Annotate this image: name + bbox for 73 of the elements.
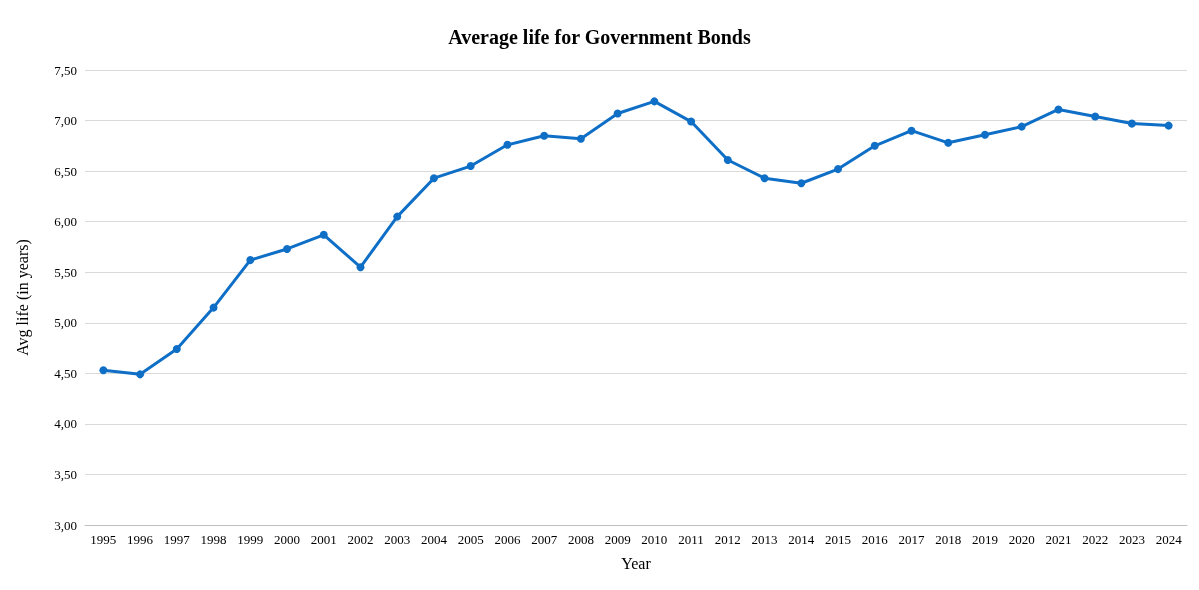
point <box>429 174 438 183</box>
x-tick-label: 2019 <box>971 532 998 547</box>
x-tick-label: 1997 <box>163 532 191 547</box>
x-tick-label: 2018 <box>935 532 962 547</box>
x-tick-label: 2017 <box>898 532 925 547</box>
x-tick-label: 1995 <box>90 532 117 547</box>
x-tick-label: 2005 <box>457 532 484 547</box>
point <box>1091 112 1100 121</box>
point <box>1164 121 1173 130</box>
x-tick-label: 2012 <box>714 532 741 547</box>
y-tick-label: 6,00 <box>54 214 77 230</box>
x-tick-label: 1998 <box>200 532 227 547</box>
point <box>356 263 365 272</box>
point <box>172 345 181 354</box>
x-tick-label: 2004 <box>420 532 448 547</box>
chart-title: Average life for Government Bonds <box>448 26 751 49</box>
x-tick-label: 2013 <box>751 532 778 547</box>
point <box>907 126 916 135</box>
x-tick-label: 2022 <box>1082 532 1109 547</box>
y-tick-label: 3,00 <box>54 517 77 533</box>
x-tick-label: 2011 <box>678 532 704 547</box>
y-tick-label: 4,50 <box>54 365 77 381</box>
point <box>944 138 953 147</box>
point <box>319 230 328 239</box>
point <box>650 97 659 106</box>
x-tick-label: 2000 <box>274 532 301 547</box>
point <box>1127 119 1136 128</box>
point <box>760 174 769 183</box>
point <box>576 134 585 143</box>
point <box>136 370 145 379</box>
point <box>393 212 402 221</box>
y-tick-label: 5,50 <box>54 264 77 280</box>
point <box>797 179 806 188</box>
y-axis-title: Avg life (in years) <box>13 239 32 356</box>
x-tick-label: 2016 <box>861 532 889 547</box>
y-tick-label: 7,50 <box>54 62 77 78</box>
x-tick-label: 1999 <box>237 532 264 547</box>
point <box>503 140 512 149</box>
x-tick-label: 2015 <box>825 532 852 547</box>
y-tick-label: 7,00 <box>54 113 77 129</box>
x-tick-label: 2014 <box>788 532 815 547</box>
x-tick-label: 2009 <box>604 532 631 547</box>
x-tick-label: 2003 <box>384 532 411 547</box>
point <box>834 165 843 174</box>
x-tick-label: 2020 <box>1008 532 1035 547</box>
x-tick-label: 2010 <box>641 532 668 547</box>
x-tick-label: 2021 <box>1045 532 1072 547</box>
point <box>246 256 255 265</box>
point <box>283 244 292 253</box>
x-tick-label: 2024 <box>1155 532 1183 547</box>
point <box>980 130 989 139</box>
y-tick-label: 6,50 <box>54 163 77 179</box>
point <box>209 303 218 312</box>
point <box>723 155 732 164</box>
point <box>870 141 879 150</box>
point <box>466 162 475 171</box>
x-tick-label: 2002 <box>347 532 374 547</box>
point <box>687 117 696 126</box>
y-tick-label: 5,00 <box>54 315 77 331</box>
x-axis-title: Year <box>621 554 652 572</box>
x-tick-label: 2001 <box>310 532 337 547</box>
y-tick-label: 4,00 <box>54 416 77 432</box>
x-tick-label: 1996 <box>127 532 154 547</box>
y-tick-label: 3,50 <box>54 466 77 482</box>
point <box>613 109 622 118</box>
x-tick-label: 2023 <box>1118 532 1145 547</box>
point <box>1054 105 1063 114</box>
point <box>540 131 549 140</box>
x-tick-label: 2007 <box>531 532 558 547</box>
x-tick-label: 2008 <box>567 532 594 547</box>
point <box>99 366 108 375</box>
x-tick-label: 2006 <box>494 532 521 547</box>
point <box>1017 122 1026 131</box>
